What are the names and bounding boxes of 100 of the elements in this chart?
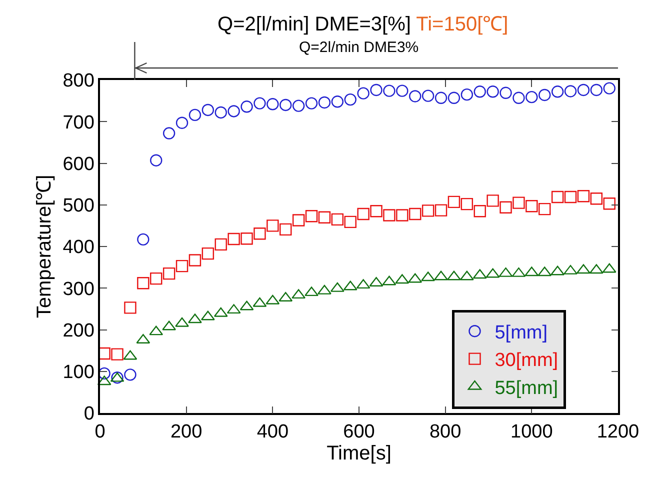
point [447, 270, 461, 280]
point [162, 267, 176, 280]
point [292, 100, 305, 112]
legend-label: 5[mm] [494, 322, 548, 344]
point [150, 272, 162, 285]
point [214, 238, 227, 251]
point [318, 96, 331, 109]
point [188, 254, 202, 266]
point [305, 210, 318, 222]
point [422, 204, 434, 217]
point [318, 284, 332, 294]
point [331, 213, 344, 226]
x-axis-title: Time[s] [326, 442, 392, 465]
x-tick-label: 600 [343, 422, 375, 443]
y-tick-label: 200 [62, 320, 94, 342]
point [357, 208, 370, 220]
point [370, 205, 382, 218]
point [280, 98, 292, 112]
point [344, 93, 356, 106]
point [228, 232, 240, 246]
x-tick-label: 200 [170, 422, 202, 443]
point [370, 84, 382, 96]
point [551, 86, 564, 98]
legend-label: 55[mm] [494, 378, 558, 399]
point [512, 196, 525, 209]
point [434, 204, 448, 216]
y-tick-label: 400 [62, 237, 94, 258]
point [188, 108, 202, 122]
point [214, 106, 227, 119]
point [150, 154, 162, 166]
x-tick-label: 800 [429, 422, 462, 443]
point [434, 270, 448, 280]
point [460, 198, 474, 210]
y-axis-title: Temperature[℃] [34, 174, 56, 318]
point [409, 90, 422, 102]
point [538, 88, 551, 102]
point [305, 97, 318, 110]
point [202, 247, 214, 260]
point [551, 190, 564, 204]
point [396, 209, 408, 222]
y-tick-label: 300 [62, 278, 94, 300]
point [331, 96, 344, 108]
point [474, 205, 486, 218]
point [460, 88, 474, 101]
point [564, 190, 577, 204]
point [500, 86, 512, 99]
text: Q=2l/min DME3% [299, 39, 419, 56]
point [292, 214, 305, 226]
y-tick-label: 700 [62, 112, 94, 134]
point [280, 223, 292, 236]
point [577, 190, 590, 202]
chart-title: Q=2[l/min] DME=3[%] [218, 14, 411, 36]
point [162, 127, 176, 140]
point [318, 211, 331, 224]
y-tick-label: 100 [62, 362, 94, 384]
chart-subtitle: Ti=150[℃] [416, 14, 508, 36]
point [603, 198, 616, 210]
point [486, 86, 499, 98]
point [500, 201, 512, 214]
x-tick-label: 1200 [596, 422, 640, 443]
point [526, 90, 538, 104]
point [422, 90, 434, 102]
point [474, 86, 486, 98]
point [590, 84, 603, 96]
point [344, 216, 356, 228]
point [603, 82, 616, 94]
y-tick-label: 0 [84, 404, 94, 425]
point [137, 233, 150, 246]
point [448, 92, 460, 104]
point [512, 92, 525, 104]
point [448, 196, 460, 208]
point [396, 84, 408, 97]
y-tick-label: 800 [62, 70, 94, 92]
point [538, 202, 551, 216]
point [254, 97, 266, 110]
point [357, 87, 370, 100]
point [409, 208, 422, 220]
point [266, 220, 279, 232]
point [124, 302, 136, 314]
point [577, 84, 590, 96]
point [383, 209, 396, 222]
point [137, 277, 150, 290]
legend-label: 30[mm] [494, 350, 558, 372]
point [111, 348, 124, 360]
point [254, 228, 266, 240]
point [526, 200, 538, 212]
y-tick-label: 500 [62, 196, 94, 217]
point [564, 264, 578, 274]
point [176, 260, 188, 272]
point [383, 84, 396, 97]
y-tick-label: 600 [62, 154, 94, 175]
point [175, 317, 189, 327]
point [564, 85, 577, 98]
point [304, 286, 318, 296]
x-tick-label: 1000 [510, 422, 553, 443]
point [240, 100, 253, 113]
x-tick-label: 400 [256, 422, 289, 443]
point [590, 192, 603, 205]
point [266, 98, 279, 110]
point [434, 92, 448, 104]
